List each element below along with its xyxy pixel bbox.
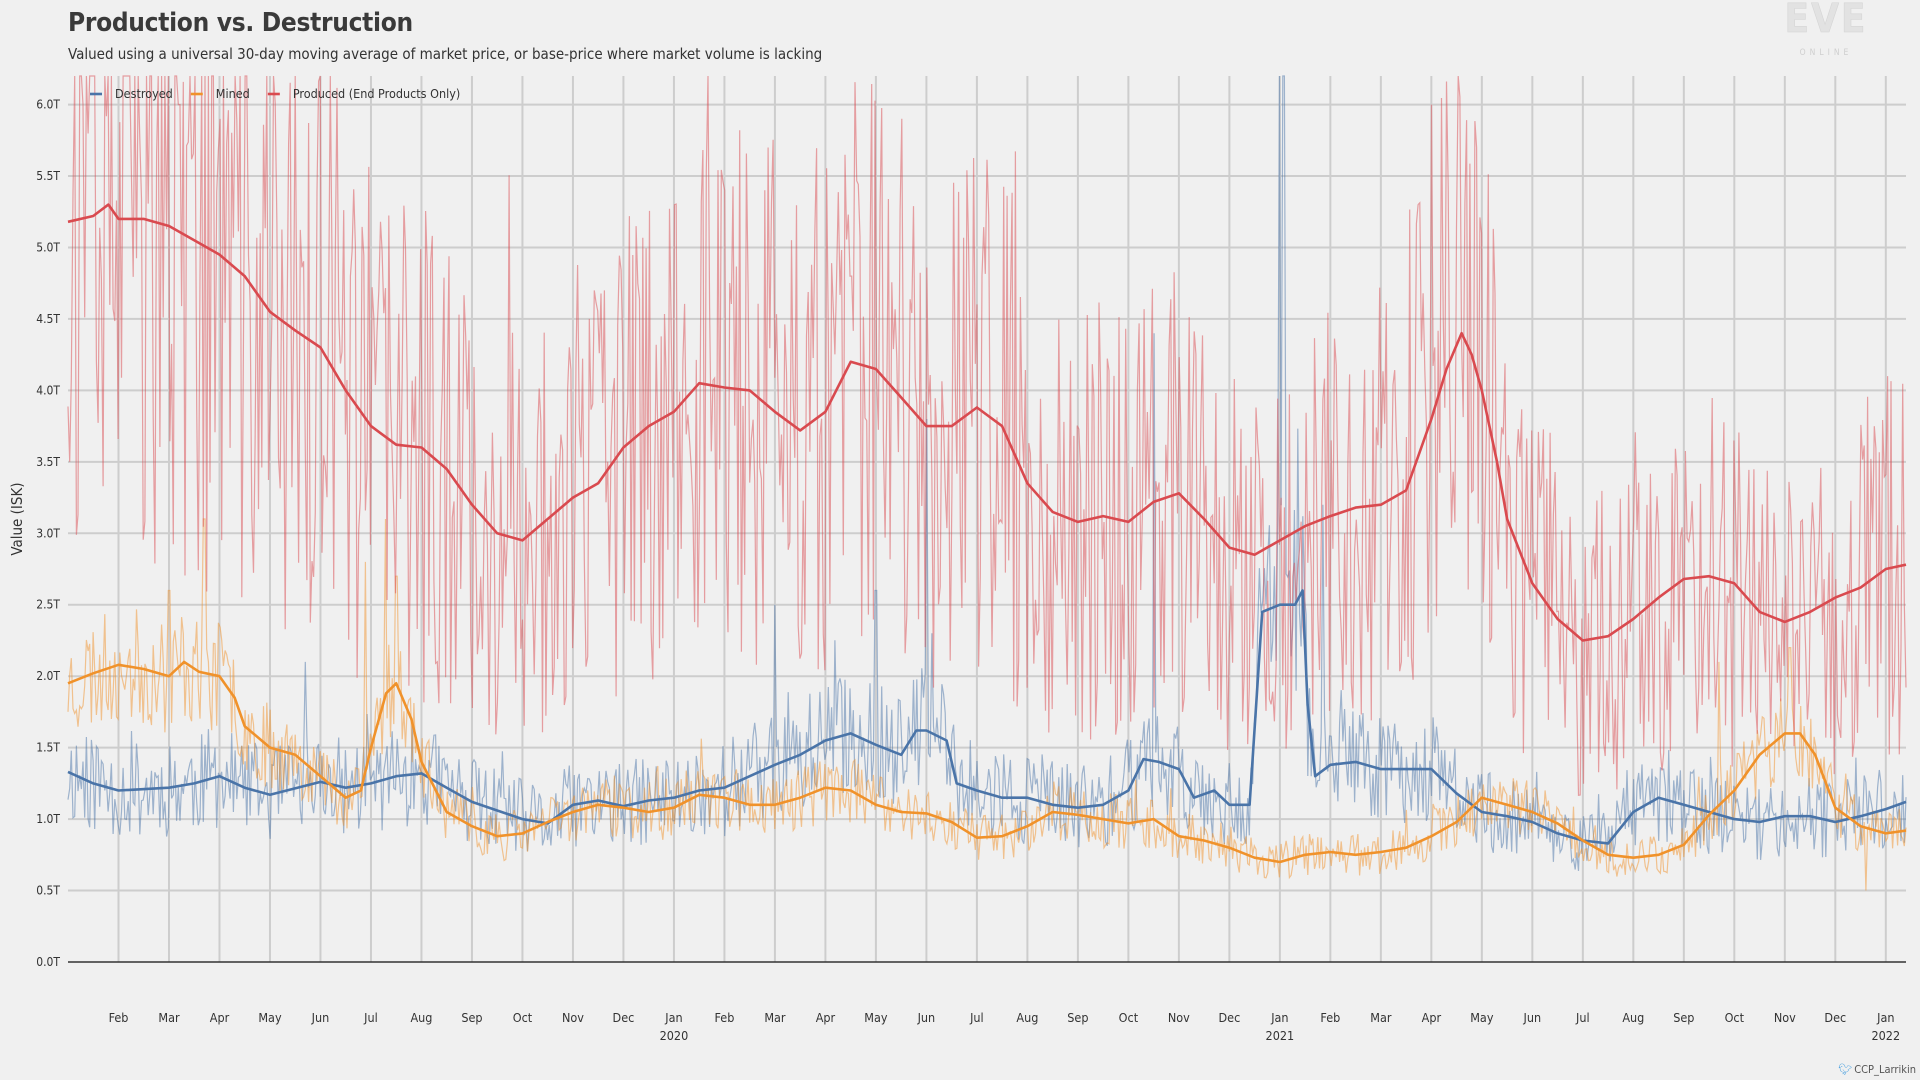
logo-sub-text: ONLINE bbox=[1800, 48, 1853, 58]
x-tick-label: Feb bbox=[109, 1010, 129, 1025]
x-tick-label: Aug bbox=[1622, 1010, 1644, 1025]
x-tick-label: Oct bbox=[1119, 1010, 1139, 1025]
moving-average-line-2 bbox=[67, 203, 1907, 642]
author-credit: 🐦︎ CCP_Larrikin bbox=[1838, 1063, 1916, 1076]
x-tick-label: Jul bbox=[1575, 1010, 1590, 1025]
y-tick-label: 1.0T bbox=[36, 812, 60, 826]
eve-online-logo: EVE ONLINE bbox=[1784, 0, 1867, 58]
y-tick-label: 3.0T bbox=[36, 526, 60, 540]
raw-line-0 bbox=[67, 75, 1907, 871]
x-tick-label: Sep bbox=[1067, 1010, 1088, 1025]
x-tick-label: Jul bbox=[363, 1010, 378, 1025]
y-axis-label: Value (ISK) bbox=[8, 482, 26, 555]
moving-average-series bbox=[67, 203, 1907, 864]
chart-subtitle: Valued using a universal 30-day moving a… bbox=[68, 45, 823, 63]
x-tick-label: Nov bbox=[1774, 1010, 1796, 1025]
x-tick-label: Jan bbox=[1270, 1010, 1288, 1025]
x-tick-label: Mar bbox=[764, 1010, 786, 1025]
x-tick-label: Feb bbox=[714, 1010, 734, 1025]
grid-lines bbox=[68, 76, 1906, 962]
y-tick-label: 4.0T bbox=[36, 383, 60, 397]
x-tick-label: Apr bbox=[1422, 1010, 1442, 1025]
twitter-bird-icon: 🐦︎ bbox=[1838, 1063, 1853, 1076]
x-tick-label: Oct bbox=[1725, 1010, 1745, 1025]
x-tick-year-label: 2022 bbox=[1871, 1028, 1900, 1043]
x-tick-label: Mar bbox=[158, 1010, 180, 1025]
y-tick-label: 6.0T bbox=[36, 98, 60, 112]
y-tick-label: 3.5T bbox=[36, 455, 60, 469]
legend: Destroyed Mined Produced (End Products Onl… bbox=[90, 86, 460, 101]
y-tick-label: 2.0T bbox=[36, 669, 60, 683]
x-tick-label: May bbox=[258, 1010, 282, 1025]
x-tick-label: Dec bbox=[1218, 1010, 1240, 1025]
x-tick-label: Jan bbox=[1876, 1010, 1894, 1025]
x-tick-label: Sep bbox=[1673, 1010, 1694, 1025]
x-tick-year-label: 2020 bbox=[660, 1028, 689, 1043]
x-tick-label: Apr bbox=[816, 1010, 836, 1025]
x-tick-label: Jul bbox=[969, 1010, 984, 1025]
x-tick-label: Jun bbox=[917, 1010, 936, 1025]
y-tick-label: 0.5T bbox=[36, 884, 60, 898]
author-handle: CCP_Larrikin bbox=[1854, 1063, 1916, 1076]
raw-daily-series bbox=[67, 75, 1907, 891]
x-tick-label: Sep bbox=[461, 1010, 482, 1025]
raw-line-1 bbox=[67, 518, 1907, 891]
legend-label-1: Mined bbox=[216, 86, 250, 101]
y-tick-label: 1.5T bbox=[36, 741, 60, 755]
y-tick-label: 5.5T bbox=[36, 169, 60, 183]
x-tick-label: Aug bbox=[1016, 1010, 1038, 1025]
x-tick-label: Jun bbox=[311, 1010, 330, 1025]
x-tick-label: Dec bbox=[613, 1010, 635, 1025]
legend-label-2: Produced (End Products Only) bbox=[293, 86, 460, 101]
y-tick-label: 4.5T bbox=[36, 312, 60, 326]
x-tick-label: Feb bbox=[1320, 1010, 1340, 1025]
x-tick-label: Jun bbox=[1523, 1010, 1542, 1025]
x-tick-label: Nov bbox=[562, 1010, 584, 1025]
moving-average-line-0 bbox=[67, 589, 1907, 845]
x-tick-year-label: 2021 bbox=[1266, 1028, 1295, 1043]
legend-label-0: Destroyed bbox=[115, 86, 173, 101]
chart-title: Production vs. Destruction bbox=[68, 8, 413, 38]
logo-main-text: EVE bbox=[1784, 0, 1867, 42]
x-tick-label: Jan bbox=[664, 1010, 682, 1025]
x-tick-label: May bbox=[864, 1010, 888, 1025]
x-tick-label: Aug bbox=[410, 1010, 432, 1025]
moving-average-line-1 bbox=[67, 660, 1907, 864]
x-tick-label: Mar bbox=[1370, 1010, 1392, 1025]
raw-line-2 bbox=[67, 75, 1907, 797]
x-tick-label: Oct bbox=[513, 1010, 533, 1025]
y-axis-ticks: 0.0T 0.5T 1.0T 1.5T 2.0T 2.5T 3.0T 3.5T 4.0T 4.5T… bbox=[36, 98, 60, 969]
x-tick-label: Apr bbox=[210, 1010, 230, 1025]
y-tick-label: 2.5T bbox=[36, 598, 60, 612]
x-tick-label: Nov bbox=[1168, 1010, 1190, 1025]
y-tick-label: 5.0T bbox=[36, 240, 60, 254]
x-tick-label: Dec bbox=[1824, 1010, 1846, 1025]
x-axis-ticks: Feb Mar Apr May Jun Jul Aug Sep Oct Nov Dec Jan 2020… bbox=[109, 1010, 1901, 1043]
x-tick-label: May bbox=[1470, 1010, 1494, 1025]
y-tick-label: 0.0T bbox=[36, 955, 60, 969]
